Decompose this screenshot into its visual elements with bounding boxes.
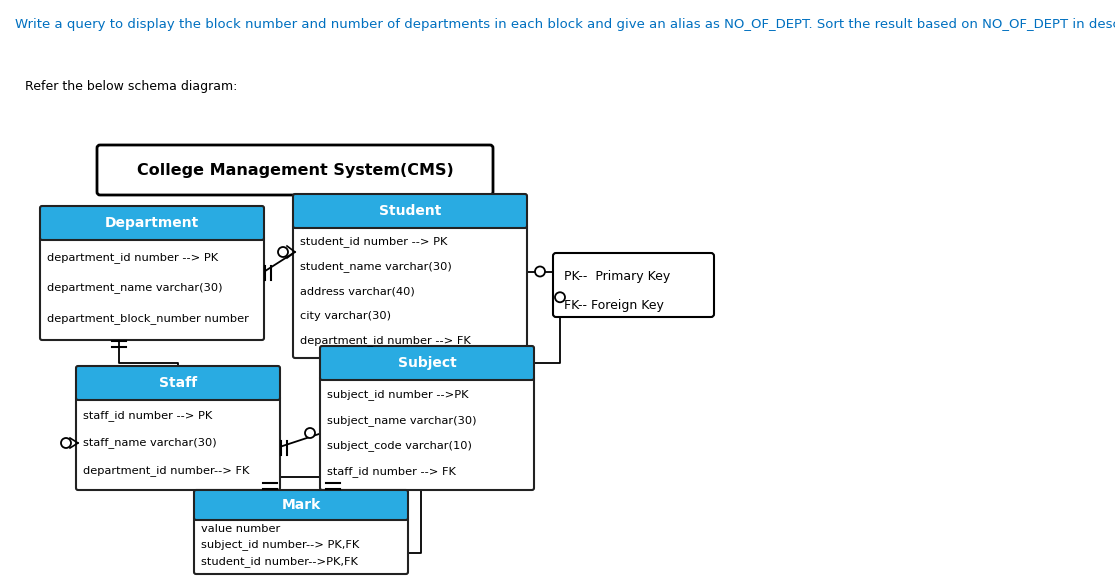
Text: department_id number--> FK: department_id number--> FK bbox=[83, 465, 250, 476]
Text: staff_name varchar(30): staff_name varchar(30) bbox=[83, 437, 216, 449]
Text: department_id number --> FK: department_id number --> FK bbox=[300, 335, 471, 346]
FancyBboxPatch shape bbox=[40, 206, 264, 240]
Text: Mark: Mark bbox=[281, 498, 321, 512]
Text: College Management System(CMS): College Management System(CMS) bbox=[137, 162, 454, 178]
FancyBboxPatch shape bbox=[293, 224, 527, 358]
Circle shape bbox=[555, 292, 565, 302]
FancyBboxPatch shape bbox=[76, 366, 280, 400]
FancyBboxPatch shape bbox=[293, 194, 527, 228]
FancyBboxPatch shape bbox=[40, 236, 264, 340]
Circle shape bbox=[306, 428, 316, 438]
Text: Department: Department bbox=[105, 216, 200, 230]
FancyBboxPatch shape bbox=[194, 490, 408, 520]
Text: FK-- Foreign Key: FK-- Foreign Key bbox=[564, 299, 663, 312]
Text: department_block_number number: department_block_number number bbox=[47, 313, 249, 324]
Text: Subject: Subject bbox=[398, 356, 456, 370]
Circle shape bbox=[535, 266, 545, 276]
Text: staff_id number --> FK: staff_id number --> FK bbox=[327, 466, 456, 477]
Text: city varchar(30): city varchar(30) bbox=[300, 310, 391, 320]
FancyBboxPatch shape bbox=[194, 516, 408, 574]
FancyBboxPatch shape bbox=[97, 145, 493, 195]
Text: student_id number-->PK,FK: student_id number-->PK,FK bbox=[201, 556, 358, 567]
Text: student_id number --> PK: student_id number --> PK bbox=[300, 236, 447, 248]
Text: student_name varchar(30): student_name varchar(30) bbox=[300, 261, 452, 272]
Text: Write a query to display the block number and number of departments in each bloc: Write a query to display the block numbe… bbox=[14, 18, 1115, 31]
FancyBboxPatch shape bbox=[76, 396, 280, 490]
Text: staff_id number --> PK: staff_id number --> PK bbox=[83, 410, 212, 421]
Circle shape bbox=[61, 438, 71, 448]
Text: Refer the below schema diagram:: Refer the below schema diagram: bbox=[25, 80, 237, 93]
Text: department_id number --> PK: department_id number --> PK bbox=[47, 252, 219, 263]
Text: department_name varchar(30): department_name varchar(30) bbox=[47, 283, 223, 293]
Text: Student: Student bbox=[379, 204, 442, 218]
Circle shape bbox=[278, 247, 288, 257]
Text: Staff: Staff bbox=[159, 376, 197, 390]
Text: address varchar(40): address varchar(40) bbox=[300, 286, 415, 296]
Text: subject_id number--> PK,FK: subject_id number--> PK,FK bbox=[201, 540, 359, 550]
FancyBboxPatch shape bbox=[320, 376, 534, 490]
Text: PK--  Primary Key: PK-- Primary Key bbox=[564, 270, 670, 283]
Text: subject_id number -->PK: subject_id number -->PK bbox=[327, 389, 468, 400]
Text: value number: value number bbox=[201, 524, 280, 534]
Text: subject_name varchar(30): subject_name varchar(30) bbox=[327, 415, 476, 426]
FancyBboxPatch shape bbox=[320, 346, 534, 380]
Text: subject_code varchar(10): subject_code varchar(10) bbox=[327, 440, 472, 451]
FancyBboxPatch shape bbox=[553, 253, 714, 317]
